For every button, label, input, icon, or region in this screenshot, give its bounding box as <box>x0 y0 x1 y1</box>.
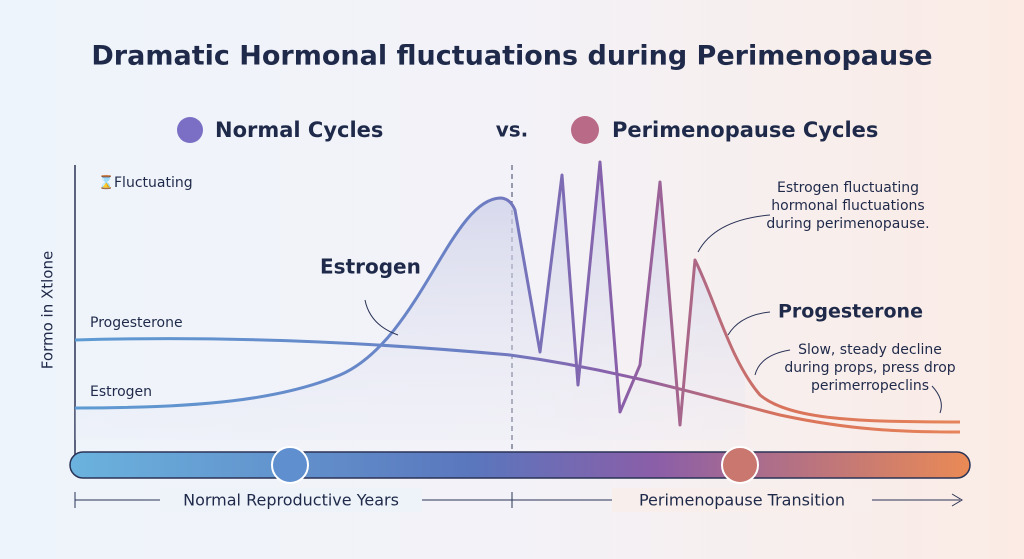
estrogen-note: Estrogen fluctuating <box>777 180 919 196</box>
label-bg <box>160 488 422 512</box>
progesterone-pointer <box>727 311 771 336</box>
versus: vs. <box>496 118 529 142</box>
estrogen-note-pointer <box>697 214 771 253</box>
left-estrogen: Estrogen <box>90 384 152 400</box>
arrow-head <box>951 493 963 507</box>
progesterone-label: Progesterone <box>778 301 923 323</box>
progesterone-note: perimerropeclins <box>811 378 929 394</box>
progesterone-note: during props, press drop <box>784 360 955 376</box>
normal-icon <box>177 117 203 143</box>
dna-icon <box>271 446 309 484</box>
timeline-left: Normal Reproductive Years <box>183 491 399 510</box>
timeline-right: Perimenopause Transition <box>639 491 845 510</box>
legend-note: Fluctuating <box>114 175 193 191</box>
estrogen-curve <box>74 160 961 427</box>
estrogen-label: Estrogen <box>320 255 421 279</box>
left-heading: Normal Cycles <box>215 118 383 142</box>
title: Dramatic Hormonal fluctuations during Pe… <box>91 41 932 72</box>
progesterone-note: Slow, steady decline <box>798 342 942 358</box>
right-heading: Perimenopause Cycles <box>612 118 878 142</box>
estrogen-pointer <box>364 299 399 336</box>
timeline-bar <box>69 451 971 479</box>
peri-icon <box>571 116 599 144</box>
y-axis-label: Formo in Xtlone <box>39 251 57 369</box>
estrogen-note: during perimenopause. <box>766 216 929 232</box>
progesterone-curve <box>74 337 961 434</box>
body-icon <box>721 446 759 484</box>
label-bg <box>612 488 872 512</box>
progesterone-note-bracket <box>931 385 942 414</box>
hourglass: ⌛ <box>98 175 114 191</box>
left-progesterone: Progesterone <box>90 315 183 331</box>
estrogen-note: hormonal fluctuations <box>771 198 924 214</box>
progesterone-note-pointer <box>754 349 791 376</box>
